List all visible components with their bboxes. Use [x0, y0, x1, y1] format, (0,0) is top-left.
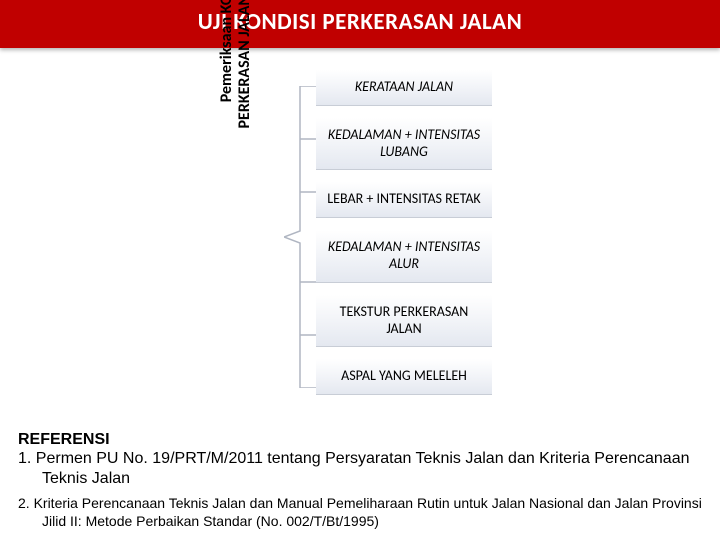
diagram-item: KEDALAMAN + INTENSITAS LUBANG: [316, 118, 492, 171]
diagram-item: LEBAR + INTENSITAS RETAK: [316, 182, 492, 218]
references-section: REFERENSI 1. Permen PU No. 19/PRT/M/2011…: [18, 431, 702, 530]
reference-item: 2. Kriteria Perencanaan Teknis Jalan dan…: [18, 495, 702, 530]
reference-item: 1. Permen PU No. 19/PRT/M/2011 tentang P…: [18, 449, 702, 489]
diagram-area: Pemeriksaan KONDISI PERKERASAN JALAN mel…: [0, 68, 720, 418]
diagram-item: KERATAAN JALAN: [316, 70, 492, 106]
page-title: UJI KONDISI PERKERASAN JALAN: [0, 8, 720, 36]
vertical-category-label: Pemeriksaan KONDISI PERKERASAN JALAN mel…: [218, 0, 255, 145]
references-heading: REFERENSI: [18, 431, 702, 449]
diagram-item: ASPAL YANG MELELEH: [316, 359, 492, 395]
items-column: KERATAAN JALAN KEDALAMAN + INTENSITAS LU…: [316, 70, 492, 407]
diagram-item: KEDALAMAN + INTENSITAS ALUR: [316, 230, 492, 283]
header-banner: UJI KONDISI PERKERASAN JALAN: [0, 0, 720, 48]
bracket-connector: [284, 86, 316, 388]
diagram-item: TEKSTUR PERKERASAN JALAN: [316, 295, 492, 348]
